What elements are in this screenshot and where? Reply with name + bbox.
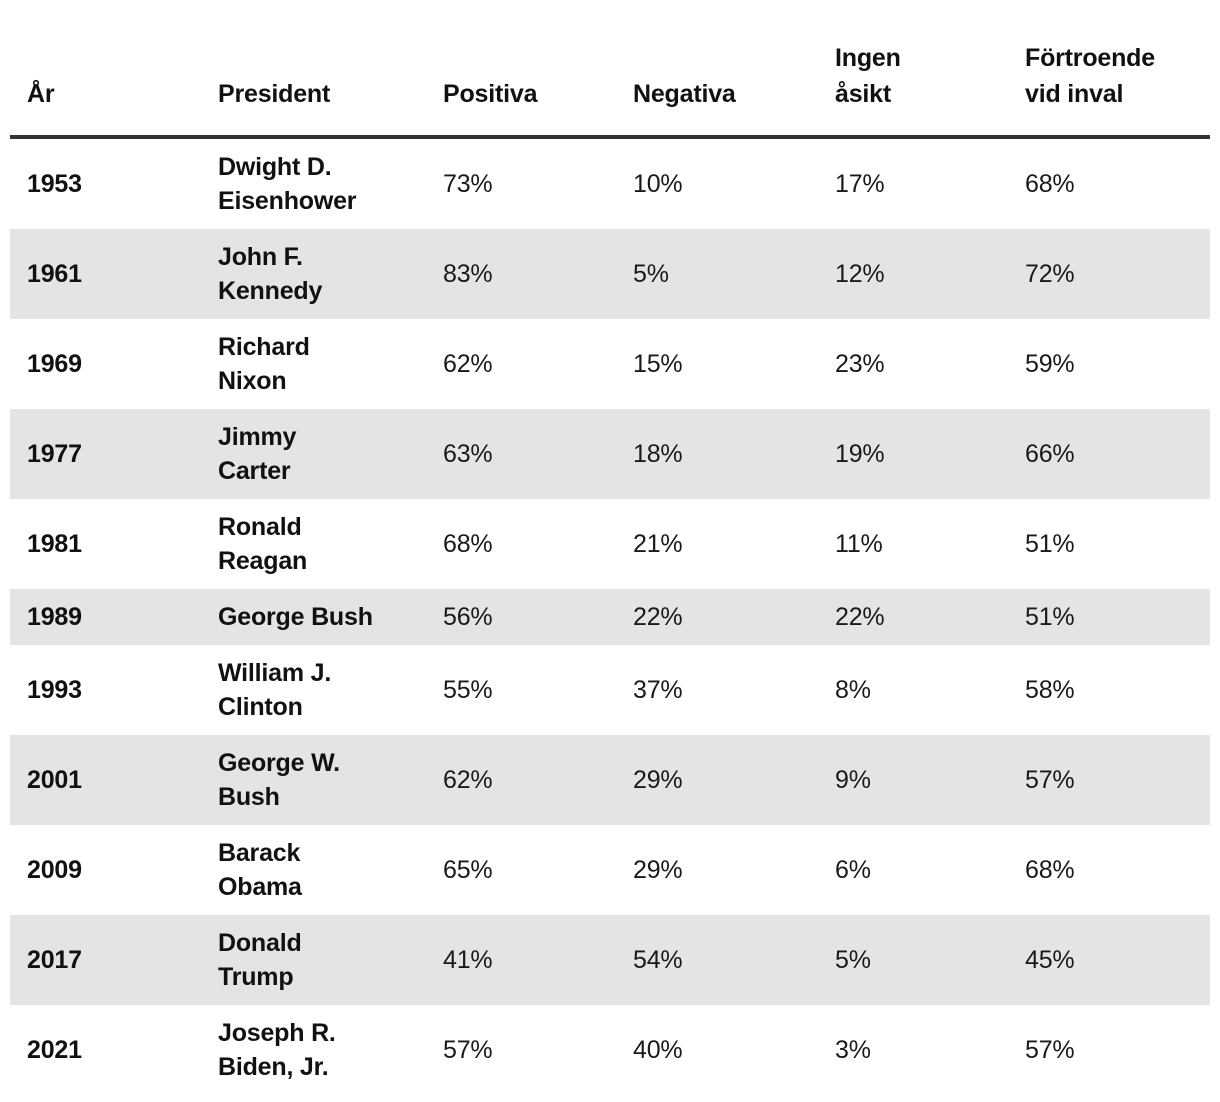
trust-cell: 66% (1025, 440, 1075, 468)
positive-cell: 55% (443, 676, 493, 704)
table-row: 2009 Barack Obama 65% 29% 6% 68% (10, 825, 1210, 915)
column-header-positive: Positiva (443, 80, 538, 108)
table-row: 1953 Dwight D. Eisenhower 73% 10% 17% 68… (10, 139, 1210, 229)
no-opinion-cell: 3% (835, 1036, 871, 1064)
positive-cell: 41% (443, 946, 493, 974)
column-header-negative: Negativa (633, 80, 736, 108)
positive-cell: 63% (443, 440, 493, 468)
trust-cell: 57% (1025, 766, 1075, 794)
year-cell: 2009 (27, 856, 82, 884)
trust-cell: 58% (1025, 676, 1075, 704)
table-row: 2021 Joseph R. Biden, Jr. 57% 40% 3% 57% (10, 1005, 1210, 1095)
trust-cell: 45% (1025, 946, 1075, 974)
year-cell: 1969 (27, 350, 82, 378)
president-cell: Ronald Reagan (218, 513, 308, 575)
no-opinion-cell: 5% (835, 946, 871, 974)
trust-cell: 51% (1025, 603, 1075, 631)
positive-cell: 62% (443, 766, 493, 794)
positive-cell: 83% (443, 260, 493, 288)
president-cell: Jimmy Carter (218, 423, 297, 485)
table-row: 1977 Jimmy Carter 63% 18% 19% 66% (10, 409, 1210, 499)
no-opinion-cell: 9% (835, 766, 871, 794)
column-header-no-opinion: Ingen åsikt (835, 44, 901, 108)
trust-cell: 68% (1025, 170, 1075, 198)
column-header-president: President (218, 80, 331, 108)
no-opinion-cell: 17% (835, 170, 885, 198)
positive-cell: 73% (443, 170, 493, 198)
no-opinion-cell: 19% (835, 440, 885, 468)
table-row: 1989 George Bush 56% 22% 22% 51% (10, 589, 1210, 645)
negative-cell: 10% (633, 170, 683, 198)
president-cell: George W. Bush (218, 749, 340, 811)
positive-cell: 65% (443, 856, 493, 884)
negative-cell: 40% (633, 1036, 683, 1064)
negative-cell: 18% (633, 440, 683, 468)
year-cell: 1981 (27, 530, 82, 558)
table-row: 2001 George W. Bush 62% 29% 9% 57% (10, 735, 1210, 825)
table-body: 1953 Dwight D. Eisenhower 73% 10% 17% 68… (10, 139, 1210, 1095)
trust-cell: 59% (1025, 350, 1075, 378)
no-opinion-cell: 12% (835, 260, 885, 288)
table-header-row: År President Positiva Negativa Ingen åsi… (10, 0, 1210, 139)
president-cell: Donald Trump (218, 929, 302, 991)
trust-cell: 57% (1025, 1036, 1075, 1064)
column-header-year: År (27, 80, 55, 108)
year-cell: 2017 (27, 946, 82, 974)
president-cell: Barack Obama (218, 839, 302, 901)
column-header-trust-at-election: Förtroende vid inval (1025, 44, 1155, 108)
table-row: 2017 Donald Trump 41% 54% 5% 45% (10, 915, 1210, 1005)
president-cell: George Bush (218, 603, 373, 631)
table-row: 1961 John F. Kennedy 83% 5% 12% 72% (10, 229, 1210, 319)
negative-cell: 29% (633, 856, 683, 884)
president-cell: Dwight D. Eisenhower (218, 153, 357, 215)
negative-cell: 22% (633, 603, 683, 631)
no-opinion-cell: 11% (835, 530, 883, 558)
year-cell: 1953 (27, 170, 82, 198)
president-cell: Joseph R. Biden, Jr. (218, 1019, 336, 1081)
trust-cell: 51% (1025, 530, 1075, 558)
table-row: 1969 Richard Nixon 62% 15% 23% 59% (10, 319, 1210, 409)
negative-cell: 37% (633, 676, 683, 704)
year-cell: 1977 (27, 440, 82, 468)
no-opinion-cell: 22% (835, 603, 885, 631)
no-opinion-cell: 23% (835, 350, 885, 378)
approval-table: År President Positiva Negativa Ingen åsi… (10, 0, 1210, 1095)
negative-cell: 21% (633, 530, 683, 558)
negative-cell: 15% (633, 350, 683, 378)
trust-cell: 72% (1025, 260, 1075, 288)
president-cell: William J. Clinton (218, 659, 332, 721)
negative-cell: 5% (633, 260, 669, 288)
no-opinion-cell: 6% (835, 856, 871, 884)
president-cell: John F. Kennedy (218, 243, 323, 305)
negative-cell: 54% (633, 946, 683, 974)
positive-cell: 56% (443, 603, 493, 631)
positive-cell: 57% (443, 1036, 493, 1064)
no-opinion-cell: 8% (835, 676, 871, 704)
negative-cell: 29% (633, 766, 683, 794)
trust-cell: 68% (1025, 856, 1075, 884)
year-cell: 1993 (27, 676, 82, 704)
positive-cell: 68% (443, 530, 493, 558)
year-cell: 1989 (27, 603, 82, 631)
table-row: 1993 William J. Clinton 55% 37% 8% 58% (10, 645, 1210, 735)
positive-cell: 62% (443, 350, 493, 378)
year-cell: 1961 (27, 260, 82, 288)
year-cell: 2001 (27, 766, 82, 794)
president-cell: Richard Nixon (218, 333, 310, 395)
table-row: 1981 Ronald Reagan 68% 21% 11% 51% (10, 499, 1210, 589)
year-cell: 2021 (27, 1036, 82, 1064)
